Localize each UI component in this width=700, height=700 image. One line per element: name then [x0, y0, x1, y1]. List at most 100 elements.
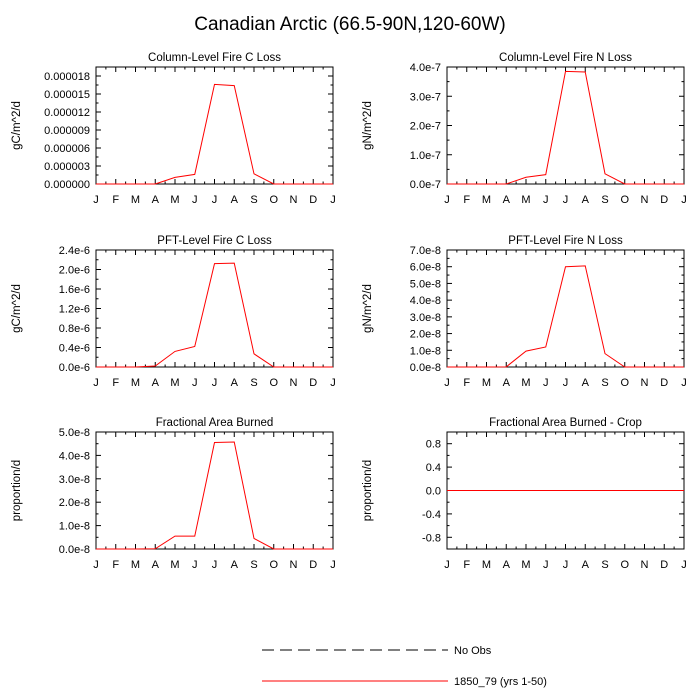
y-tick-label: 4.0e-7	[410, 62, 441, 74]
y-axis-label: proportion/d	[11, 460, 23, 521]
y-tick-label: 1.0e-8	[59, 521, 90, 533]
x-tick-label: O	[269, 377, 278, 389]
x-tick-label: A	[152, 194, 160, 206]
legend-model-label: 1850_79 (yrs 1-50)	[454, 676, 547, 688]
series-line	[96, 441, 333, 550]
x-tick-label: J	[543, 377, 549, 389]
y-axis-label: gN/m^2/d	[362, 284, 374, 333]
y-tick-label: 2.0e-7	[410, 121, 441, 133]
chart-panel-6: Fractional Area Burned - Crop proportion/…	[362, 417, 687, 571]
x-tick-label: N	[290, 377, 298, 389]
x-tick-label: N	[641, 194, 649, 206]
y-tick-label: 1.0e-7	[410, 150, 441, 162]
y-tick-label: -0.4	[422, 509, 441, 521]
x-tick-label: S	[601, 559, 608, 571]
x-tick-label: D	[660, 559, 668, 571]
x-tick-label: J	[563, 377, 569, 389]
x-tick-label: M	[521, 194, 530, 206]
x-tick-label: F	[112, 559, 119, 571]
x-tick-label: S	[250, 194, 257, 206]
x-tick-label: J	[212, 377, 218, 389]
y-tick-label: 0.000006	[44, 143, 90, 155]
y-tick-label: 0.4	[426, 462, 441, 474]
y-tick-label: 1.2e-6	[59, 304, 90, 316]
y-tick-label: 2.4e-6	[59, 245, 90, 257]
x-tick-label: N	[290, 194, 298, 206]
x-tick-label: D	[309, 559, 317, 571]
y-tick-label: 1.0e-8	[410, 345, 441, 357]
x-tick-label: M	[482, 559, 491, 571]
x-tick-label: D	[660, 377, 668, 389]
chart-title: PFT-Level Fire N Loss	[508, 235, 623, 247]
x-tick-label: A	[231, 559, 239, 571]
plot-frame	[95, 431, 334, 550]
x-tick-label: A	[582, 377, 590, 389]
x-tick-label: F	[463, 194, 470, 206]
x-tick-label: J	[192, 377, 198, 389]
y-tick-label: 0.0e-6	[59, 362, 90, 374]
x-tick-label: O	[269, 194, 278, 206]
series-line	[447, 265, 684, 368]
x-tick-label: M	[482, 194, 491, 206]
y-tick-label: 6.0e-8	[410, 262, 441, 274]
y-tick-label: 0.000000	[44, 179, 90, 191]
chart-title: PFT-Level Fire C Loss	[157, 235, 272, 247]
legend: No Obs 1850_79 (yrs 1-50)	[262, 645, 547, 688]
x-tick-label: J	[93, 194, 99, 206]
x-tick-label: O	[620, 377, 629, 389]
y-tick-label: 0.000012	[44, 107, 90, 119]
y-tick-label: 0.0e-8	[59, 544, 90, 556]
y-tick-label: 0.0	[426, 486, 441, 498]
y-tick-label: 0.0e-8	[410, 362, 441, 374]
chart-title: Column-Level Fire N Loss	[499, 52, 632, 64]
x-tick-label: A	[503, 377, 511, 389]
x-tick-label: O	[620, 559, 629, 571]
legend-obs-label: No Obs	[454, 645, 492, 657]
x-tick-label: D	[660, 194, 668, 206]
y-tick-label: 2.0e-6	[59, 265, 90, 277]
y-tick-label: 7.0e-8	[410, 245, 441, 257]
x-tick-label: F	[112, 377, 119, 389]
x-tick-label: A	[152, 377, 160, 389]
x-tick-label: J	[563, 194, 569, 206]
x-tick-label: J	[212, 559, 218, 571]
x-tick-label: S	[250, 559, 257, 571]
x-tick-label: A	[503, 194, 511, 206]
x-tick-label: M	[170, 377, 179, 389]
y-tick-label: 3.0e-8	[410, 312, 441, 324]
y-tick-label: 2.0e-8	[410, 329, 441, 341]
x-tick-label: D	[309, 377, 317, 389]
x-tick-label: S	[250, 377, 257, 389]
x-tick-label: J	[330, 194, 336, 206]
y-tick-label: 3.0e-7	[410, 91, 441, 103]
series-line	[447, 70, 684, 185]
series-line	[96, 83, 333, 185]
x-tick-label: M	[521, 559, 530, 571]
x-tick-label: J	[93, 377, 99, 389]
y-axis-label: gN/m^2/d	[362, 101, 374, 150]
y-axis-label: gC/m^2/d	[11, 284, 23, 333]
x-tick-label: A	[152, 559, 160, 571]
x-tick-label: M	[131, 559, 140, 571]
x-tick-label: J	[192, 194, 198, 206]
chart-title: Fractional Area Burned - Crop	[489, 417, 642, 429]
x-tick-label: J	[681, 559, 687, 571]
chart-title: Fractional Area Burned	[156, 417, 274, 429]
x-tick-label: N	[641, 377, 649, 389]
x-tick-label: A	[503, 559, 511, 571]
y-axis-label: proportion/d	[362, 460, 374, 521]
x-tick-label: F	[463, 559, 470, 571]
y-tick-label: 0.000003	[44, 161, 90, 173]
y-tick-label: 0.8e-6	[59, 323, 90, 335]
y-tick-label: 2.0e-8	[59, 497, 90, 509]
x-tick-label: A	[582, 194, 590, 206]
x-tick-label: J	[192, 559, 198, 571]
x-tick-label: F	[463, 377, 470, 389]
y-tick-label: 0.000015	[44, 89, 90, 101]
